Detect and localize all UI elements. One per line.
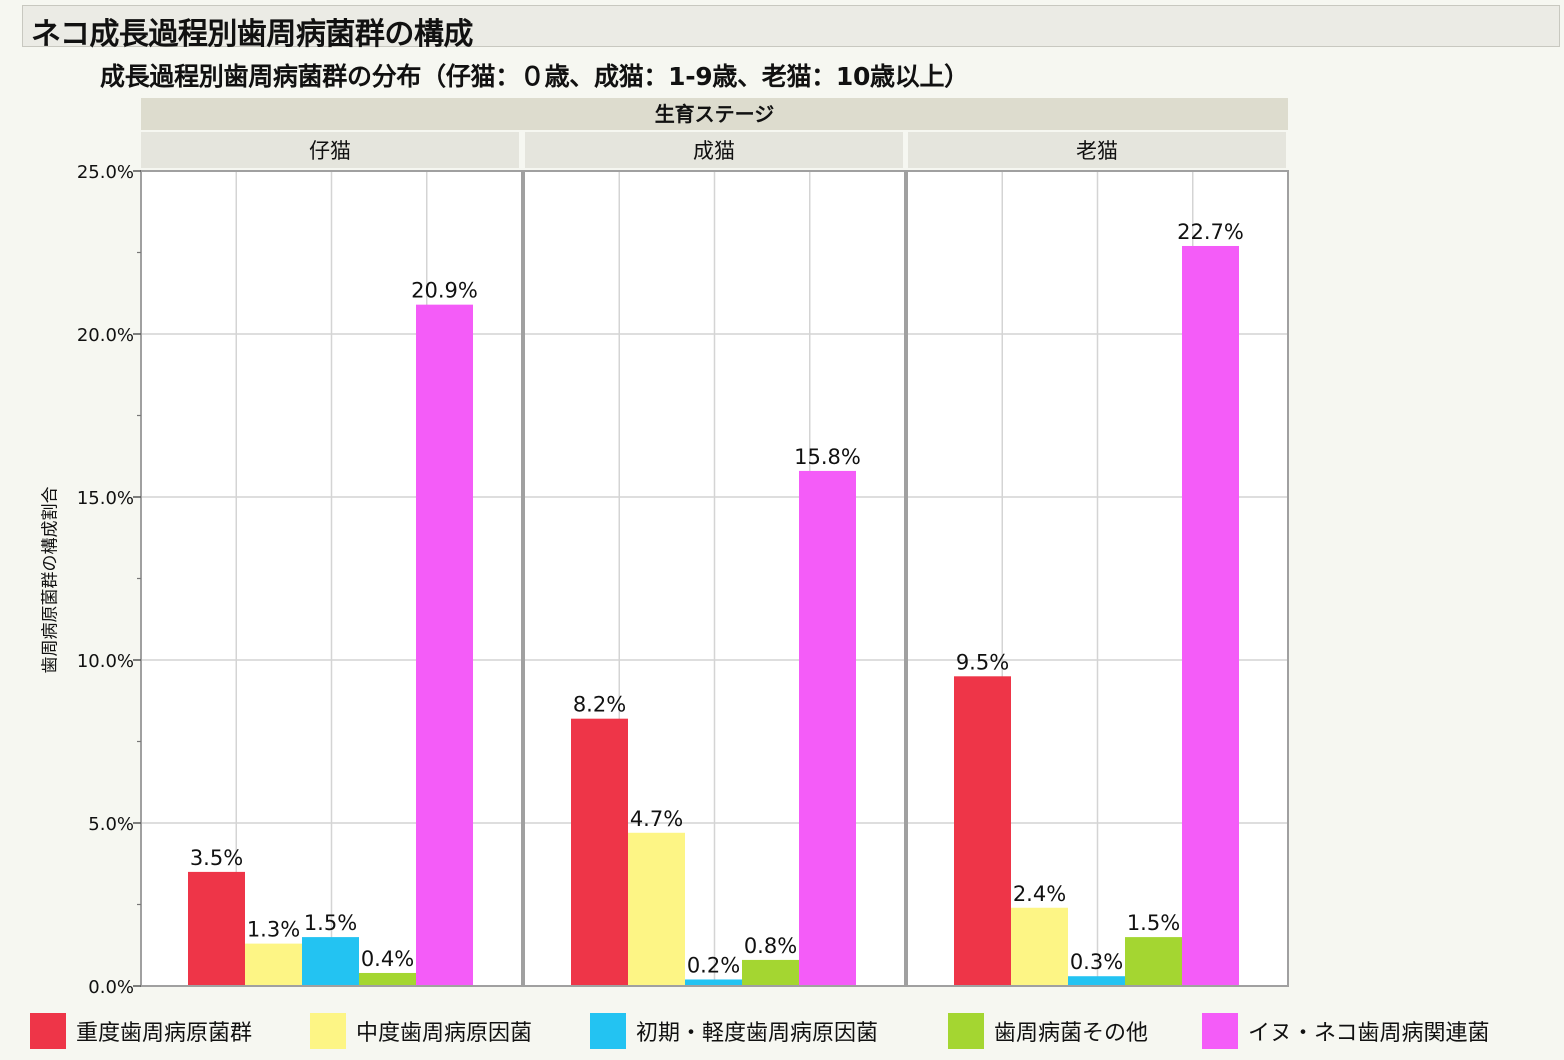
panel-header-kitten: 仔猫 bbox=[141, 132, 519, 168]
chart-subtitle: 成長過程別歯周病菌群の分布（仔猫：０歳、成猫：1-9歳、老猫：10歳以上） bbox=[100, 62, 969, 91]
panel-header-senior: 老猫 bbox=[908, 132, 1286, 168]
legend-item-other: 歯周病菌その他 bbox=[948, 1013, 1148, 1049]
legend-swatch bbox=[1202, 1013, 1238, 1049]
y-tick-label: 10.0% bbox=[77, 651, 134, 672]
bar bbox=[1182, 245, 1239, 987]
legend-item-moderate: 中度歯周病原因菌 bbox=[310, 1013, 532, 1049]
bar bbox=[1011, 907, 1068, 986]
legend-swatch bbox=[948, 1013, 984, 1049]
bar bbox=[302, 937, 359, 986]
data-label: 0.3% bbox=[1070, 950, 1123, 974]
legend-label: 歯周病菌その他 bbox=[994, 1021, 1149, 1046]
legend-label: 初期・軽度歯周病原因菌 bbox=[636, 1021, 879, 1046]
chart-title: ネコ成長過程別歯周病菌群の構成 bbox=[31, 17, 473, 52]
legend-swatch bbox=[310, 1013, 346, 1049]
data-label: 15.8% bbox=[794, 445, 861, 469]
data-label: 22.7% bbox=[1177, 220, 1244, 244]
data-label: 1.5% bbox=[1127, 911, 1180, 935]
bar bbox=[245, 943, 302, 986]
bar bbox=[954, 676, 1011, 986]
data-label: 3.5% bbox=[190, 846, 243, 870]
title-bar: ネコ成長過程別歯周病菌群の構成 bbox=[22, 5, 1560, 52]
data-label: 1.5% bbox=[304, 911, 357, 935]
y-tick-label: 25.0% bbox=[77, 162, 134, 183]
data-label: 8.2% bbox=[573, 693, 626, 717]
bar bbox=[799, 470, 856, 986]
legend-item-dog-cat: イヌ・ネコ歯周病関連菌 bbox=[1202, 1013, 1490, 1049]
legend-label: 中度歯周病原因菌 bbox=[356, 1021, 533, 1046]
data-label: 20.9% bbox=[411, 279, 478, 303]
bar bbox=[742, 959, 799, 986]
legend-item-mild: 初期・軽度歯周病原因菌 bbox=[590, 1013, 878, 1049]
data-label: 0.4% bbox=[361, 947, 414, 971]
y-tick-label: 0.0% bbox=[88, 977, 134, 998]
data-label: 2.4% bbox=[1013, 882, 1066, 906]
y-tick-label: 20.0% bbox=[77, 325, 134, 346]
data-label: 0.8% bbox=[744, 934, 797, 958]
data-label: 0.2% bbox=[687, 953, 740, 977]
bar bbox=[359, 972, 416, 986]
y-tick-label: 15.0% bbox=[77, 488, 134, 509]
data-label: 1.3% bbox=[247, 918, 300, 942]
data-label: 4.7% bbox=[630, 807, 683, 831]
legend-label: 重度歯周病原菌群 bbox=[76, 1021, 253, 1046]
bar bbox=[685, 979, 742, 986]
facet-header: 生育ステージ bbox=[141, 98, 1288, 130]
plot-panel-border bbox=[523, 170, 906, 987]
bar bbox=[571, 718, 628, 986]
legend-item-severe: 重度歯周病原菌群 bbox=[30, 1013, 252, 1049]
legend-swatch bbox=[30, 1013, 66, 1049]
plot-panel-border bbox=[906, 170, 1289, 987]
panel-header-adult: 成猫 bbox=[525, 132, 903, 168]
y-tick-label: 5.0% bbox=[88, 814, 134, 835]
legend-label: イヌ・ネコ歯周病関連菌 bbox=[1248, 1021, 1490, 1046]
legend-swatch bbox=[590, 1013, 626, 1049]
data-label: 9.5% bbox=[956, 650, 1009, 674]
bar bbox=[1125, 937, 1182, 986]
bar bbox=[188, 871, 245, 986]
bar bbox=[628, 832, 685, 986]
bar bbox=[416, 304, 473, 986]
bar bbox=[1068, 976, 1125, 986]
